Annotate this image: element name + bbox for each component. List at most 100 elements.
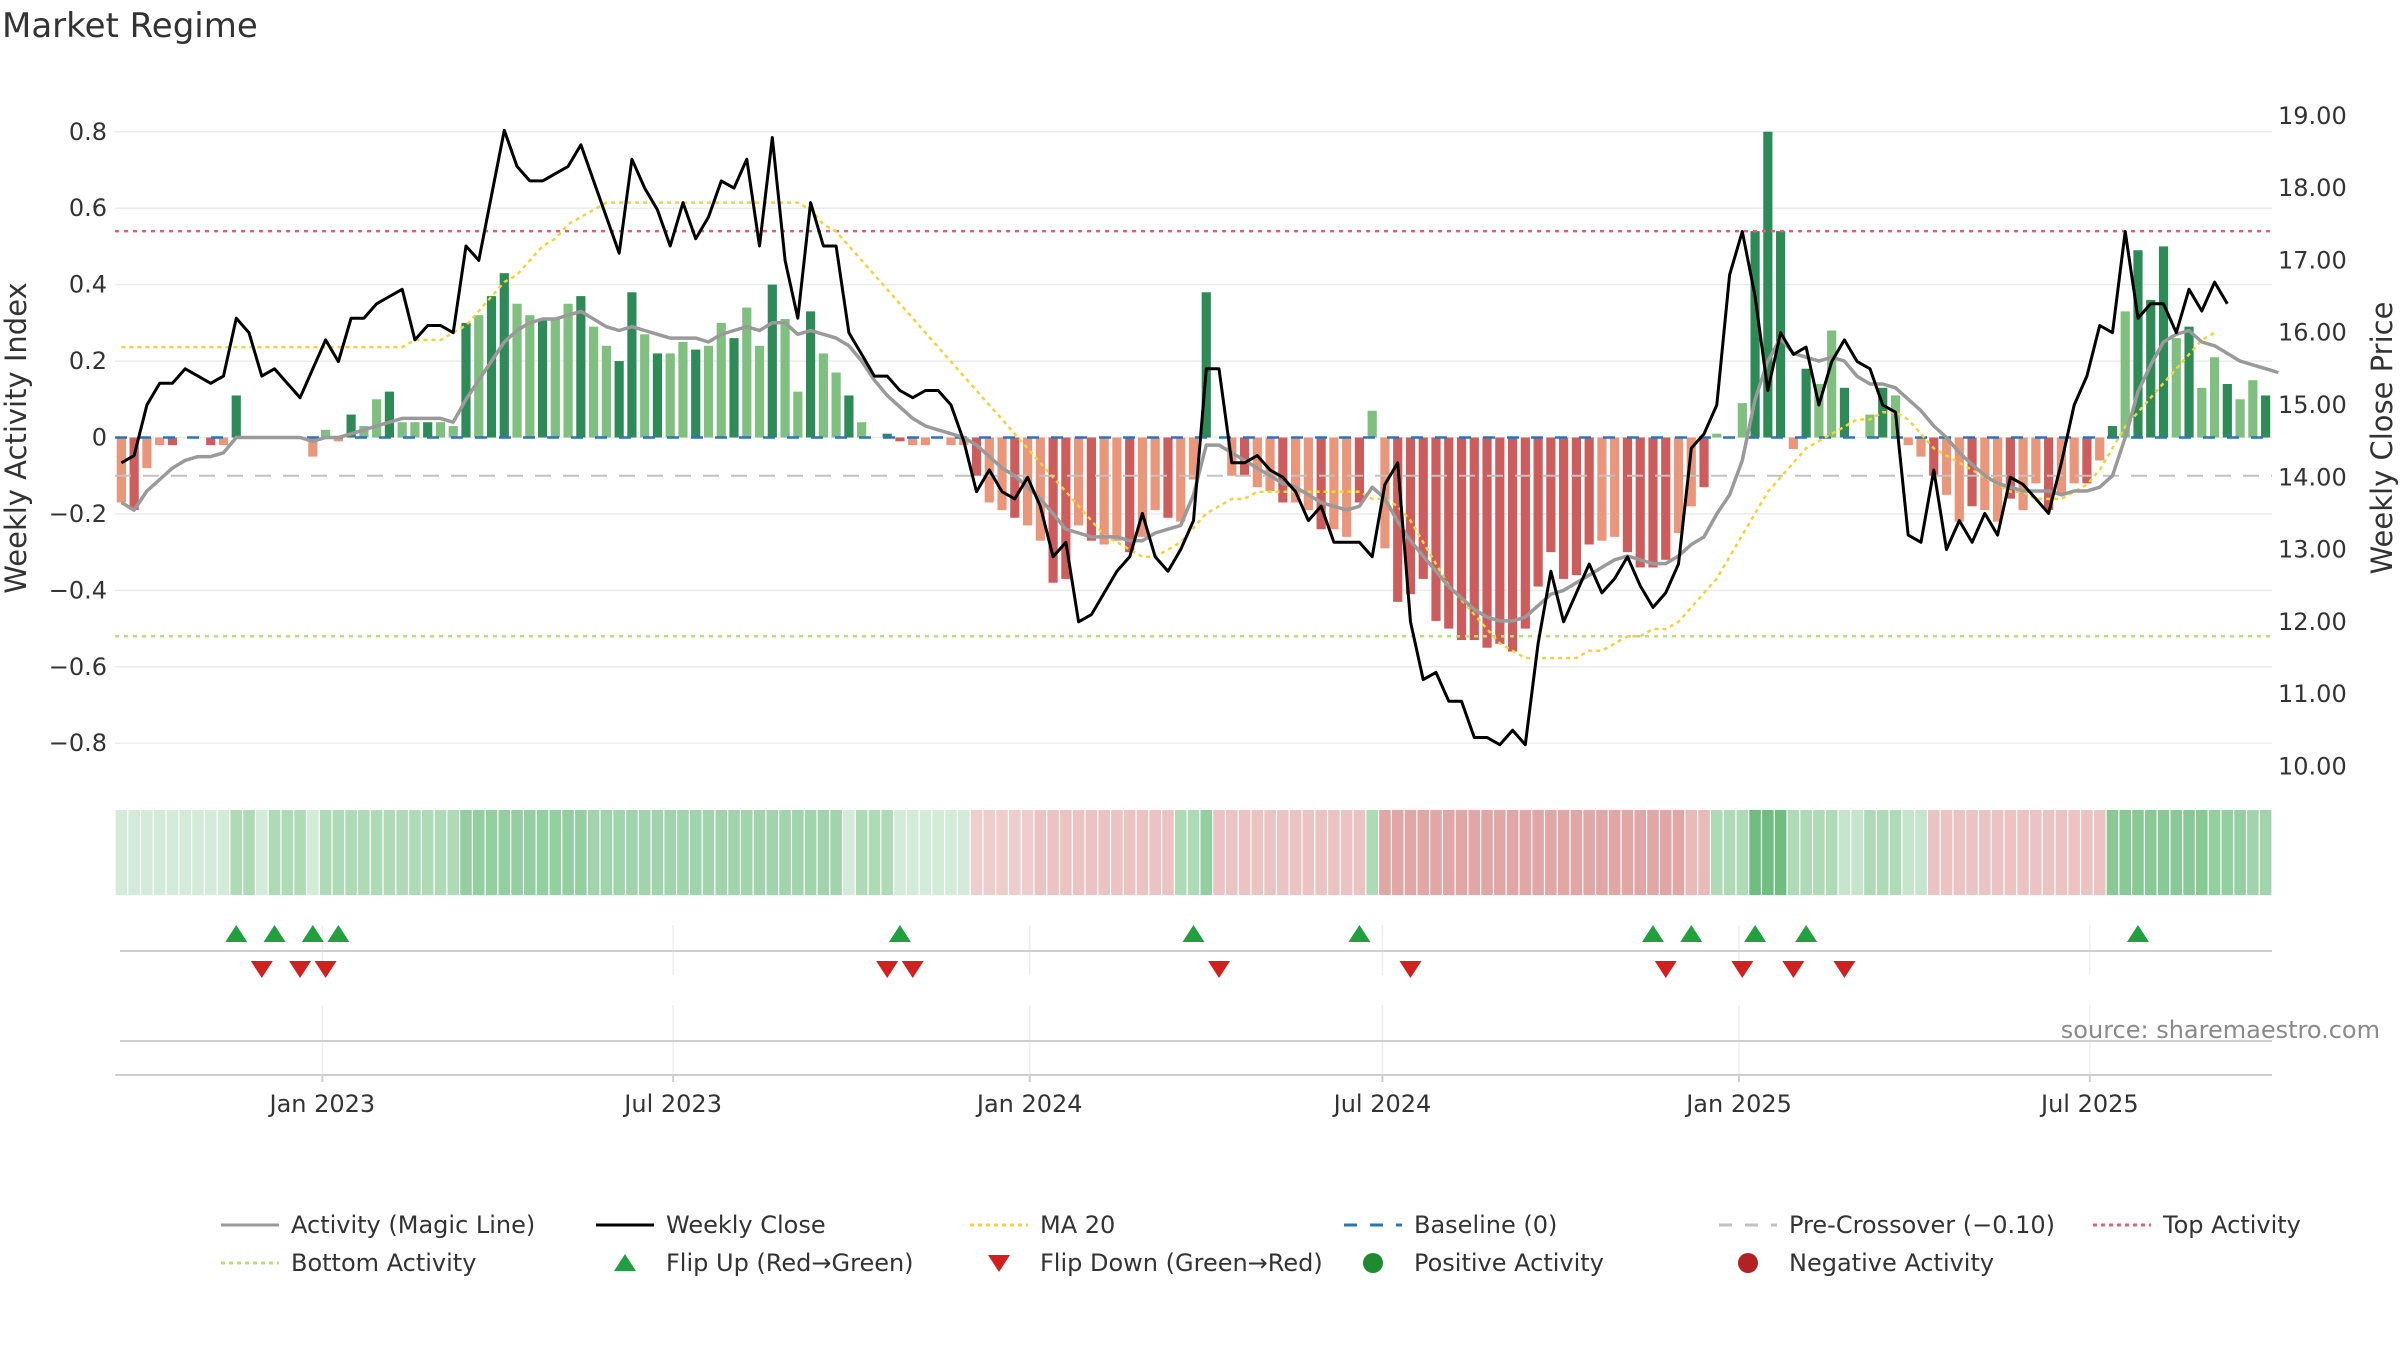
regime-cell <box>1864 810 1876 895</box>
regime-cell <box>575 810 587 895</box>
flip-down-marker <box>1654 961 1677 978</box>
activity-bar <box>1750 231 1760 438</box>
legend-label: Pre-Crossover (−0.10) <box>1789 1211 2055 1239</box>
legend-label: Positive Activity <box>1414 1249 1604 1277</box>
regime-cell <box>728 810 740 895</box>
regime-cell <box>383 810 396 895</box>
activity-bar <box>691 349 701 438</box>
regime-cell <box>2042 810 2055 895</box>
regime-cell <box>472 810 485 895</box>
regime-cell <box>1060 810 1072 895</box>
regime-cell <box>1736 810 1749 895</box>
regime-cell <box>396 810 408 895</box>
regime-cell <box>179 810 191 895</box>
regime-cell <box>1685 810 1698 895</box>
legend-item: Bottom Activity <box>221 1249 476 1277</box>
activity-bar <box>1316 437 1326 530</box>
regime-cell <box>996 810 1008 895</box>
activity-bar <box>1303 437 1313 511</box>
regime-cell <box>1328 810 1340 895</box>
regime-cell <box>268 810 281 895</box>
activity-bar <box>1380 437 1390 549</box>
flip-up-marker <box>1680 925 1703 942</box>
activity-bar <box>614 361 624 438</box>
legend-label: Baseline (0) <box>1414 1211 1557 1239</box>
activity-bar <box>1954 437 1964 522</box>
regime-cell <box>792 810 804 895</box>
activity-bar <box>742 307 752 438</box>
regime-cell <box>2030 810 2042 895</box>
regime-cell <box>1047 810 1059 895</box>
y2-tick-label: 11.00 <box>2278 680 2347 708</box>
regime-cell <box>1085 810 1098 895</box>
regime-cell <box>2004 810 2017 895</box>
regime-cell <box>2055 810 2068 895</box>
activity-bar <box>1048 437 1058 583</box>
regime-cell <box>1315 810 1327 895</box>
regime-cell <box>1481 810 1493 895</box>
activity-bar <box>1559 437 1569 579</box>
regime-cell <box>1009 810 1021 895</box>
regime-cell <box>1391 810 1404 895</box>
regime-cell <box>1213 810 1225 895</box>
activity-bar <box>806 311 816 438</box>
regime-cell <box>779 810 791 895</box>
regime-cell <box>1340 810 1353 895</box>
activity-bar <box>703 345 714 438</box>
y2-tick-label: 19.00 <box>2278 102 2347 130</box>
regime-cell <box>1187 810 1200 895</box>
regime-cell <box>741 810 753 895</box>
regime-cell <box>2170 810 2183 895</box>
flip-up-marker <box>301 925 324 942</box>
activity-bar <box>231 395 241 438</box>
regime-cell <box>421 810 434 895</box>
regime-cell <box>2068 810 2080 895</box>
regime-cell <box>1557 810 1570 895</box>
regime-cell <box>1417 810 1430 895</box>
series-lines <box>120 128 2279 747</box>
activity-bar <box>550 319 560 438</box>
regime-cell <box>766 810 779 895</box>
regime-cell <box>1902 810 1915 895</box>
activity-bar <box>1916 437 1926 457</box>
regime-cell <box>434 810 447 895</box>
activity-bar <box>2133 250 2143 438</box>
activity-bar <box>1469 437 1479 641</box>
activity-bar <box>155 437 165 446</box>
regime-cell <box>511 810 523 895</box>
flip-down-marker <box>314 961 337 978</box>
activity-bar <box>2171 338 2181 438</box>
activity-bar <box>1495 437 1505 644</box>
regime-cell <box>281 810 294 895</box>
regime-cell <box>983 810 996 895</box>
flip-markers <box>120 925 2272 978</box>
regime-strip <box>115 810 2272 895</box>
activity-bar <box>1686 437 1696 507</box>
regime-cell <box>932 810 945 895</box>
activity-bar <box>1699 437 1709 488</box>
y-tick-label: 0.6 <box>69 194 107 222</box>
activity-bar <box>1239 437 1250 476</box>
regime-cell <box>1659 810 1672 895</box>
regime-cell <box>1570 810 1583 895</box>
legend-item: Positive Activity <box>1363 1249 1604 1277</box>
activity-bar <box>1201 292 1211 438</box>
regime-cell <box>638 810 651 895</box>
regime-cell <box>1149 810 1161 895</box>
regime-cell <box>1723 810 1736 895</box>
activity-bar <box>1763 131 1773 438</box>
activity-bar <box>346 414 356 438</box>
activity-bar <box>1737 403 1747 438</box>
regime-cell <box>1021 810 1034 895</box>
legend-item: Flip Up (Red→Green) <box>614 1249 914 1277</box>
flip-up-marker <box>327 925 350 942</box>
activity-bar <box>2044 437 2054 511</box>
regime-cell <box>2132 810 2144 895</box>
regime-cell <box>945 810 957 895</box>
activity-bar <box>627 292 637 438</box>
activity-bar <box>1827 330 1837 438</box>
regime-cell <box>2106 810 2119 895</box>
regime-cell <box>1953 810 1966 895</box>
activity-bar <box>1839 387 1850 438</box>
regime-cell <box>587 810 600 895</box>
